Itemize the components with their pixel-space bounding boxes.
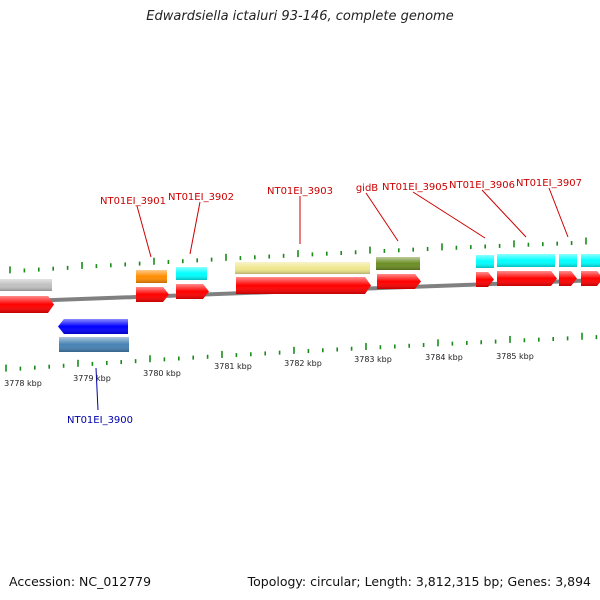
scale-label: 3781 kbp bbox=[214, 362, 252, 371]
leader-line bbox=[481, 189, 527, 238]
khaki-feature-3903 bbox=[235, 262, 370, 274]
leader-line bbox=[365, 192, 399, 242]
cds-arrow bbox=[377, 274, 421, 289]
reverse-cds-arrow bbox=[58, 319, 128, 334]
gene-label-gidb: gidB bbox=[356, 183, 378, 194]
cyan-feature-3905 bbox=[476, 255, 494, 268]
leader-line bbox=[412, 191, 486, 239]
orange-feature-shade bbox=[136, 270, 167, 283]
label-leader-lines bbox=[95, 187, 569, 411]
cds-arrow-shade bbox=[377, 274, 421, 289]
accession-text: Accession: NC_012779 bbox=[9, 574, 152, 589]
scale-label: 3780 kbp bbox=[143, 369, 181, 378]
cds-arrow-shade bbox=[581, 271, 600, 286]
scale-label: 3779 kbp bbox=[73, 374, 111, 383]
olive-feature-gidb-shade bbox=[376, 257, 420, 270]
scale-labels: 3778 kbp 3779 kbp 3780 kbp 3781 kbp 3782 kbp… bbox=[4, 352, 534, 388]
cds-arrow bbox=[476, 272, 494, 287]
leader-line-reverse bbox=[95, 367, 99, 411]
cyan-feature-3907a bbox=[559, 254, 577, 267]
cyan-feature-3907b bbox=[581, 254, 600, 267]
reverse-cds-arrow-shade bbox=[58, 319, 128, 334]
scale-label: 3785 kbp bbox=[496, 352, 534, 361]
gene-label-nt01ei_3901: NT01EI_3901 bbox=[100, 196, 166, 207]
cds-arrow-shade bbox=[476, 272, 494, 287]
orange-feature bbox=[136, 270, 167, 283]
cds-arrow-shade bbox=[559, 271, 577, 286]
leader-line bbox=[189, 201, 201, 255]
cds-arrow bbox=[497, 271, 557, 286]
cyan-feature-3907b-shade bbox=[581, 254, 600, 267]
gray-feature bbox=[0, 279, 52, 291]
topology-text: Topology: circular; Length: 3,812,315 bp… bbox=[247, 574, 591, 589]
leader-line bbox=[548, 187, 569, 238]
cds-arrow bbox=[236, 277, 371, 294]
cyan-feature-3906 bbox=[497, 254, 555, 267]
inner-tick-marks bbox=[5, 332, 598, 372]
cds-arrow-shade bbox=[136, 287, 169, 302]
cds-arrow-shade bbox=[497, 271, 557, 286]
cds-arrow bbox=[581, 271, 600, 286]
cds-arrow bbox=[0, 296, 54, 313]
gene-label-nt01ei_3900: NT01EI_3900 bbox=[67, 415, 133, 426]
khaki-feature-3903-shade bbox=[235, 262, 370, 274]
olive-feature-gidb bbox=[376, 257, 420, 270]
cds-arrow bbox=[559, 271, 577, 286]
cds-arrow-shade bbox=[176, 284, 209, 299]
scale-label: 3784 kbp bbox=[425, 353, 463, 362]
cyan-feature-3902-shade bbox=[176, 267, 207, 280]
cds-arrow bbox=[176, 284, 209, 299]
steelblue-feature-3900 bbox=[59, 337, 129, 352]
cyan-feature-3907a-shade bbox=[559, 254, 577, 267]
cyan-feature-3902 bbox=[176, 267, 207, 280]
gene-labels: NT01EI_3901 NT01EI_3902 NT01EI_3903 gidB NT0… bbox=[67, 178, 582, 426]
cds-arrow-shade bbox=[0, 296, 54, 313]
gene-label-nt01ei_3905: NT01EI_3905 bbox=[382, 182, 448, 193]
cyan-feature-3906-shade bbox=[497, 254, 555, 267]
scale-label: 3782 kbp bbox=[284, 359, 322, 368]
feature-track bbox=[0, 254, 600, 352]
steelblue-feature-3900-shade bbox=[59, 337, 129, 352]
gray-feature-shade bbox=[0, 279, 52, 291]
leader-line bbox=[136, 205, 152, 258]
cyan-feature-3905-shade bbox=[476, 255, 494, 268]
gene-label-nt01ei_3902: NT01EI_3902 bbox=[168, 192, 234, 203]
map-title: Edwardsiella ictaluri 93-146, complete g… bbox=[146, 9, 454, 24]
scale-label: 3783 kbp bbox=[354, 355, 392, 364]
scale-label: 3778 kbp bbox=[4, 379, 42, 388]
outer-tick-marks bbox=[9, 237, 587, 274]
cds-arrow bbox=[136, 287, 169, 302]
gene-label-nt01ei_3907: NT01EI_3907 bbox=[516, 178, 582, 189]
gene-label-nt01ei_3903: NT01EI_3903 bbox=[267, 186, 333, 197]
cds-arrow-shade bbox=[236, 277, 371, 294]
gene-label-nt01ei_3906: NT01EI_3906 bbox=[449, 180, 515, 191]
